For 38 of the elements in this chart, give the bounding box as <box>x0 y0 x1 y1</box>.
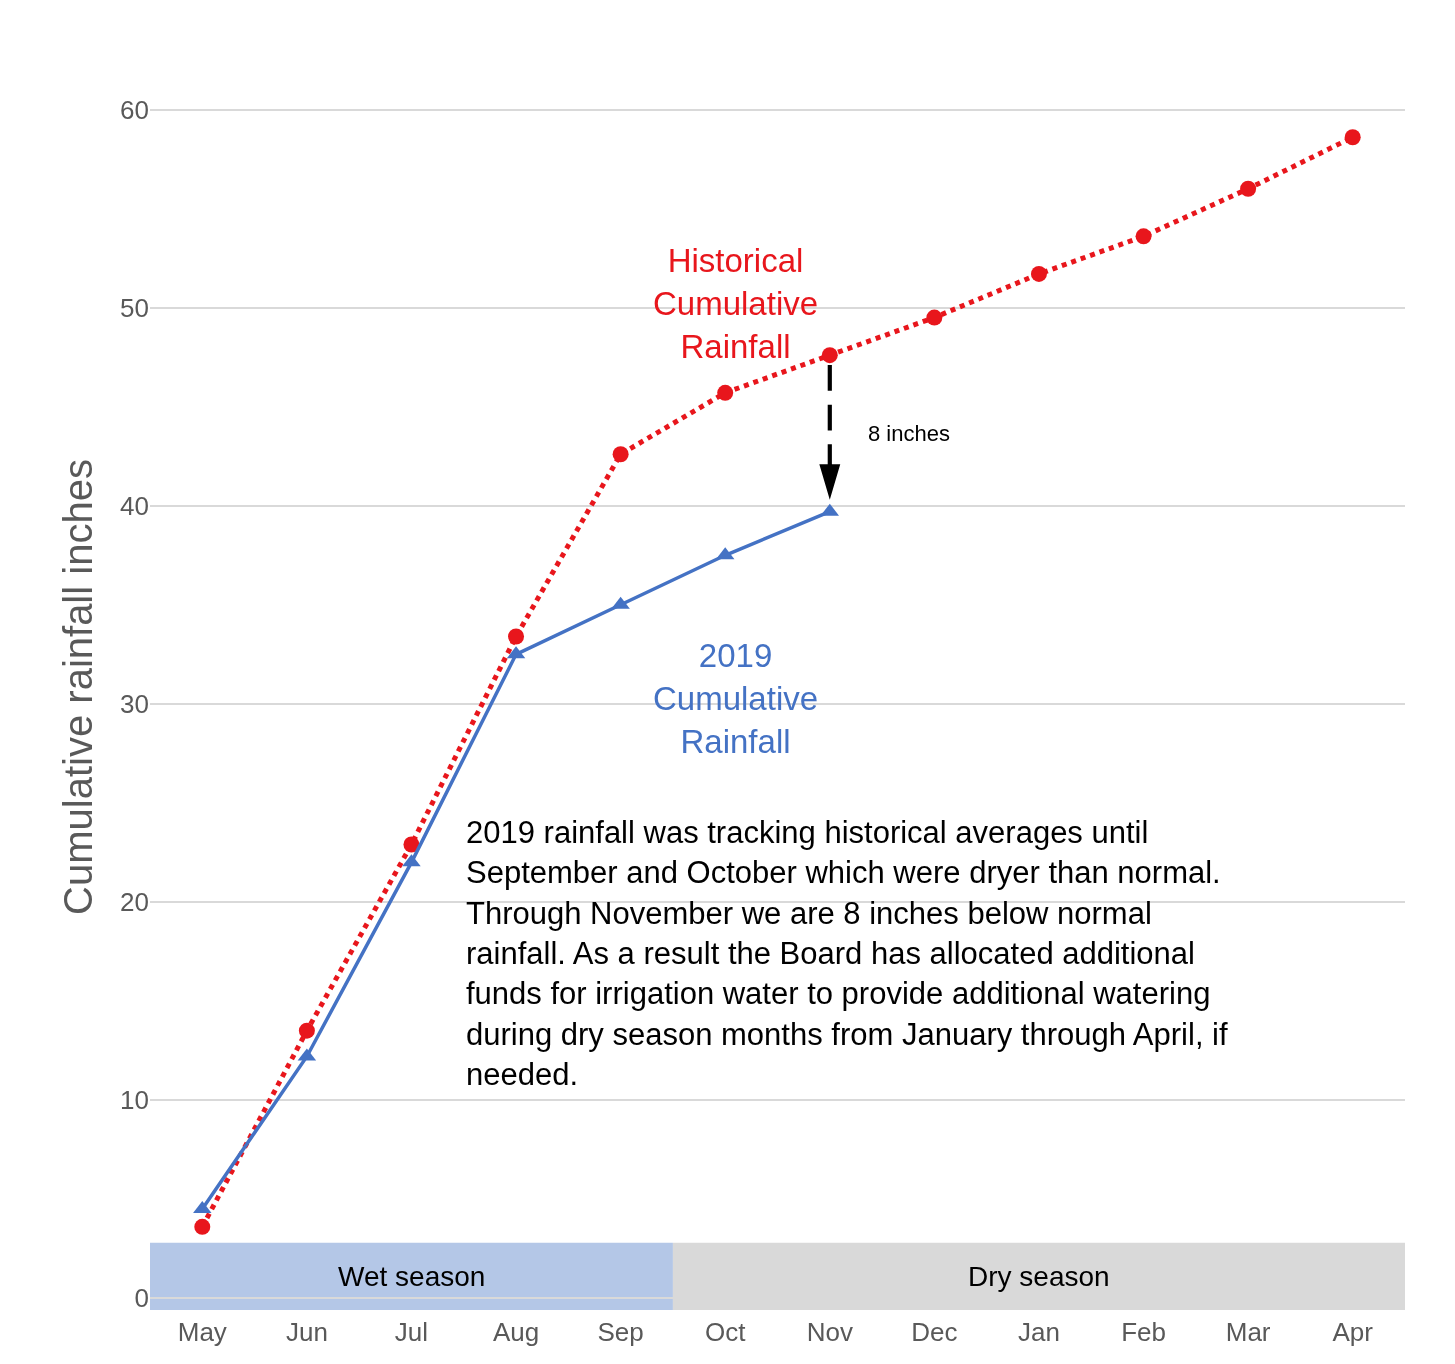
y-tick-label: 60 <box>120 94 149 125</box>
point <box>1135 228 1152 245</box>
band-label: Wet season <box>338 1261 486 1292</box>
x-tick-label: Apr <box>1332 1317 1374 1347</box>
point <box>926 309 943 326</box>
y-tick-label: 50 <box>120 292 149 323</box>
x-tick-label: Nov <box>806 1317 853 1347</box>
y-axis-title: Cumulative rainfall inches <box>55 459 100 915</box>
x-tick-label: Feb <box>1121 1317 1166 1347</box>
point <box>403 836 420 853</box>
x-tick-label: Oct <box>704 1317 747 1347</box>
point <box>194 1218 211 1235</box>
x-tick-label: Jun <box>285 1317 328 1347</box>
point <box>1344 129 1361 146</box>
y-tick-label: 40 <box>120 490 149 521</box>
point <box>821 347 838 364</box>
x-tick-label: Sep <box>597 1317 644 1347</box>
point <box>612 446 629 463</box>
y-tick-label: 30 <box>120 688 149 719</box>
point <box>717 384 734 401</box>
band-label: Dry season <box>968 1261 1110 1292</box>
annotation: 2019 rainfall was tracking historical averages until September and October which were dryer than normal. Through November we are 8 inches below normal rainfall. As a result the Board has allocated additional funds for irrigation water to provide additional watering during dry season months from January through April, if needed. <box>466 815 1228 1092</box>
series-label: Historical Cumulative Rainfall <box>653 242 819 365</box>
point <box>1030 265 1047 282</box>
x-tick-label: Mar <box>1225 1317 1271 1347</box>
annotation: 8 inches <box>868 421 950 446</box>
x-tick-label: Dec <box>911 1317 958 1347</box>
y-tick-label: 0 <box>134 1283 149 1314</box>
series-label: 2019 Cumulative Rainfall <box>653 637 819 760</box>
x-tick-label: Aug <box>492 1317 540 1347</box>
y-tick-label: 20 <box>120 887 149 918</box>
point <box>1240 180 1257 197</box>
point <box>298 1022 315 1039</box>
x-tick-label: Jan <box>1018 1317 1060 1347</box>
point <box>508 628 525 645</box>
x-tick-label: May <box>177 1317 227 1347</box>
y-tick-label: 10 <box>120 1085 149 1116</box>
x-tick-label: Jul <box>394 1317 429 1347</box>
